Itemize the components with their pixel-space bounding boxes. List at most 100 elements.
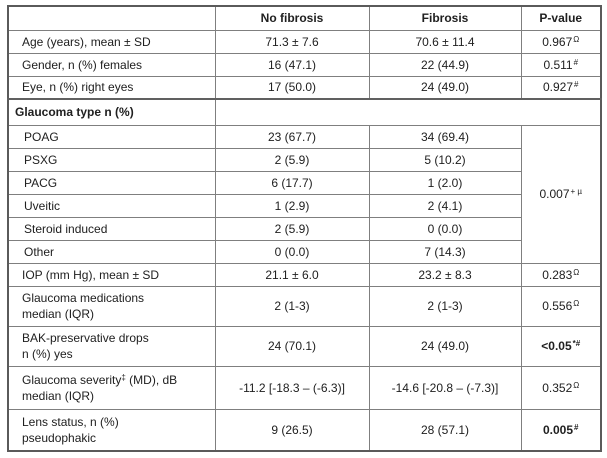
p-value: 0.352Ω (520, 365, 602, 410)
row-label: Other (7, 239, 216, 264)
row-label-text: (MD), dB (125, 372, 178, 387)
value-no-fibrosis: 24 (70.1) (214, 325, 370, 367)
table-row-bak: BAK-preservative drops n (%) yes 24 (70.1… (7, 325, 602, 367)
row-label-line2: median (IQR) (22, 388, 95, 403)
p-value-superscript: # (574, 422, 579, 432)
row-label: PACG (7, 170, 216, 195)
table-row-poag: POAG 23 (67.7) 34 (69.4) 0.007+ µ (7, 124, 602, 264)
p-value-superscript: # (573, 57, 579, 67)
row-label: IOP (mm Hg), mean ± SD (7, 262, 216, 287)
p-value-number: 0.967 (542, 34, 573, 49)
p-value: 0.967Ω (520, 29, 602, 54)
p-value-superscript: # (574, 80, 579, 90)
value-fibrosis: 28 (57.1) (368, 408, 522, 452)
row-label-line2: median (IQR) (22, 307, 95, 321)
row-label: Glaucoma medications median (IQR) (7, 285, 216, 327)
p-value-number: 0.352 (542, 380, 573, 395)
row-label-line1: Glaucoma medications (22, 291, 145, 305)
row-label-line2: pseudophakic (22, 430, 97, 445)
value-fibrosis: 7 (14.3) (368, 239, 522, 264)
value-fibrosis: 24 (49.0) (368, 75, 522, 100)
row-label: Uveitic (7, 193, 216, 218)
value-no-fibrosis: 2 (5.9) (214, 147, 370, 172)
section-header-label: Glaucoma type n (%) (7, 98, 216, 126)
p-value-number: 0.283 (542, 267, 573, 282)
row-label: Eye, n (%) right eyes (7, 75, 216, 100)
p-value-glaucoma-type: 0.007+ µ (520, 124, 602, 264)
value-no-fibrosis: 0 (0.0) (214, 239, 370, 264)
double-dagger-superscript: ‡ (121, 372, 126, 382)
header-fibrosis: Fibrosis (368, 5, 522, 31)
header-no-fibrosis: No fibrosis (214, 5, 370, 31)
table-row-severity: Glaucoma severity‡ (MD), dB median (IQR) … (7, 365, 602, 410)
value-no-fibrosis: -11.2 [-18.3 – (-6.3)] (214, 365, 370, 410)
value-no-fibrosis: 2 (1-3) (214, 285, 370, 327)
p-value-superscript: Ω (573, 299, 580, 308)
p-value-superscript: Ω (573, 34, 580, 44)
p-value: 0.556Ω (520, 285, 602, 327)
row-label-line2: n (%) yes (22, 347, 73, 361)
p-value-number: 0.005 (543, 422, 574, 437)
table-row-psxg: PSXG 2 (5.9) 5 (10.2) (7, 147, 601, 172)
value-no-fibrosis: 16 (47.1) (214, 52, 370, 77)
value-no-fibrosis: 6 (17.7) (214, 170, 370, 195)
row-label: Steroid induced (7, 216, 216, 241)
value-fibrosis: 0 (0.0) (368, 216, 522, 241)
value-no-fibrosis: 71.3 ± 7.6 (214, 29, 370, 54)
table-row-age: Age (years), mean ± SD 71.3 ± 7.6 70.6 ±… (7, 29, 602, 54)
table-header-row: No fibrosis Fibrosis P-value (7, 5, 602, 31)
row-label: Age (years), mean ± SD (7, 29, 216, 54)
value-no-fibrosis: 21.1 ± 6.0 (214, 262, 370, 287)
value-no-fibrosis: 1 (2.9) (214, 193, 370, 218)
p-value-superscript: *# (572, 339, 581, 348)
table-row-glaucoma-type-section: Glaucoma type n (%) (7, 98, 602, 126)
value-fibrosis: 34 (69.4) (368, 124, 522, 149)
value-no-fibrosis: 9 (26.5) (214, 408, 370, 452)
p-value-number: 0.007 (539, 187, 570, 201)
p-value-superscript: Ω (573, 267, 580, 277)
table-row-pacg: PACG 6 (17.7) 1 (2.0) (7, 170, 601, 195)
table-row-medications: Glaucoma medications median (IQR) 2 (1-3)… (7, 285, 602, 327)
value-fibrosis: 22 (44.9) (368, 52, 522, 77)
p-value: 0.283Ω (520, 262, 602, 287)
row-label-line1: Glaucoma severity‡ (MD), dB (22, 372, 211, 388)
p-value-number: 0.556 (542, 299, 573, 313)
row-label: BAK-preservative drops n (%) yes (7, 325, 216, 367)
row-label: Gender, n (%) females (7, 52, 216, 77)
value-no-fibrosis: 2 (5.9) (214, 216, 370, 241)
p-value: 0.005# (520, 408, 602, 452)
value-no-fibrosis: 23 (67.7) (214, 124, 370, 149)
value-fibrosis: 24 (49.0) (368, 325, 522, 367)
glaucoma-type-empty-cell (214, 98, 602, 126)
row-label-line1: BAK-preservative drops (22, 331, 149, 345)
value-fibrosis: 2 (4.1) (368, 193, 522, 218)
row-label: Glaucoma severity‡ (MD), dB median (IQR) (7, 365, 216, 410)
p-value-superscript: + µ (570, 187, 583, 196)
table-row-other: Other 0 (0.0) 7 (14.3) (7, 239, 601, 264)
p-value-number: 0.927 (543, 80, 574, 95)
value-fibrosis: 1 (2.0) (368, 170, 522, 195)
row-label-text: Glaucoma severity (22, 372, 122, 387)
table-row-uveitic: Uveitic 1 (2.9) 2 (4.1) (7, 193, 601, 218)
p-value: 0.511# (520, 52, 602, 77)
row-label: Lens status, n (%) pseudophakic (7, 408, 216, 452)
value-no-fibrosis: 17 (50.0) (214, 75, 370, 100)
value-fibrosis: 70.6 ± 11.4 (368, 29, 522, 54)
table-row-eye: Eye, n (%) right eyes 17 (50.0) 24 (49.0… (7, 75, 602, 100)
value-fibrosis: -14.6 [-20.8 – (-7.3)] (368, 365, 522, 410)
table-row-lens: Lens status, n (%) pseudophakic 9 (26.5) … (7, 408, 602, 452)
value-fibrosis: 23.2 ± 8.3 (368, 262, 522, 287)
p-value: <0.05*# (520, 325, 602, 367)
row-label: POAG (7, 124, 216, 149)
p-value-superscript: Ω (573, 380, 580, 390)
p-value: 0.927# (520, 75, 602, 100)
p-value-number: <0.05 (541, 339, 572, 353)
table-row-gender: Gender, n (%) females 16 (47.1) 22 (44.9… (7, 52, 602, 77)
table-row-iop: IOP (mm Hg), mean ± SD 21.1 ± 6.0 23.2 ±… (7, 262, 602, 287)
p-value-number: 0.511 (543, 57, 573, 72)
value-fibrosis: 2 (1-3) (368, 285, 522, 327)
row-label: PSXG (7, 147, 216, 172)
table-row-steroid-induced: Steroid induced 2 (5.9) 0 (0.0) (7, 216, 601, 241)
header-blank-cell (7, 5, 216, 31)
row-label-line1: Lens status, n (%) (22, 414, 119, 429)
